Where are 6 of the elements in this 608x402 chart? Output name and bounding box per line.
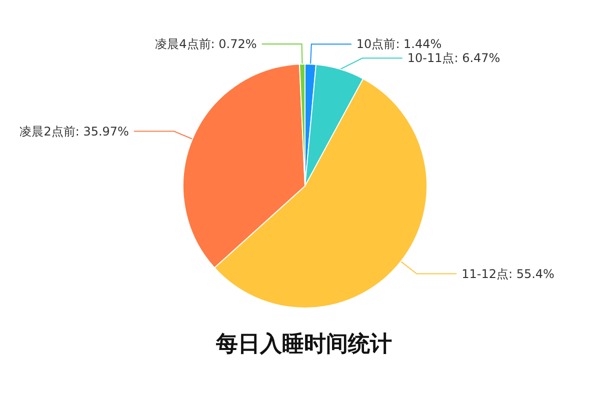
slice-label: 11-12点: 55.4% [462,266,554,281]
text: 每日入睡时间统计 [215,331,392,357]
slice-label: 10-11点: 6.47% [407,51,500,66]
slice-label: 凌晨2点前: 35.97% [20,124,129,138]
slice-label: 凌晨4点前: 0.72% [155,37,257,52]
slice-label: 10点前: 1.44% [356,37,442,52]
